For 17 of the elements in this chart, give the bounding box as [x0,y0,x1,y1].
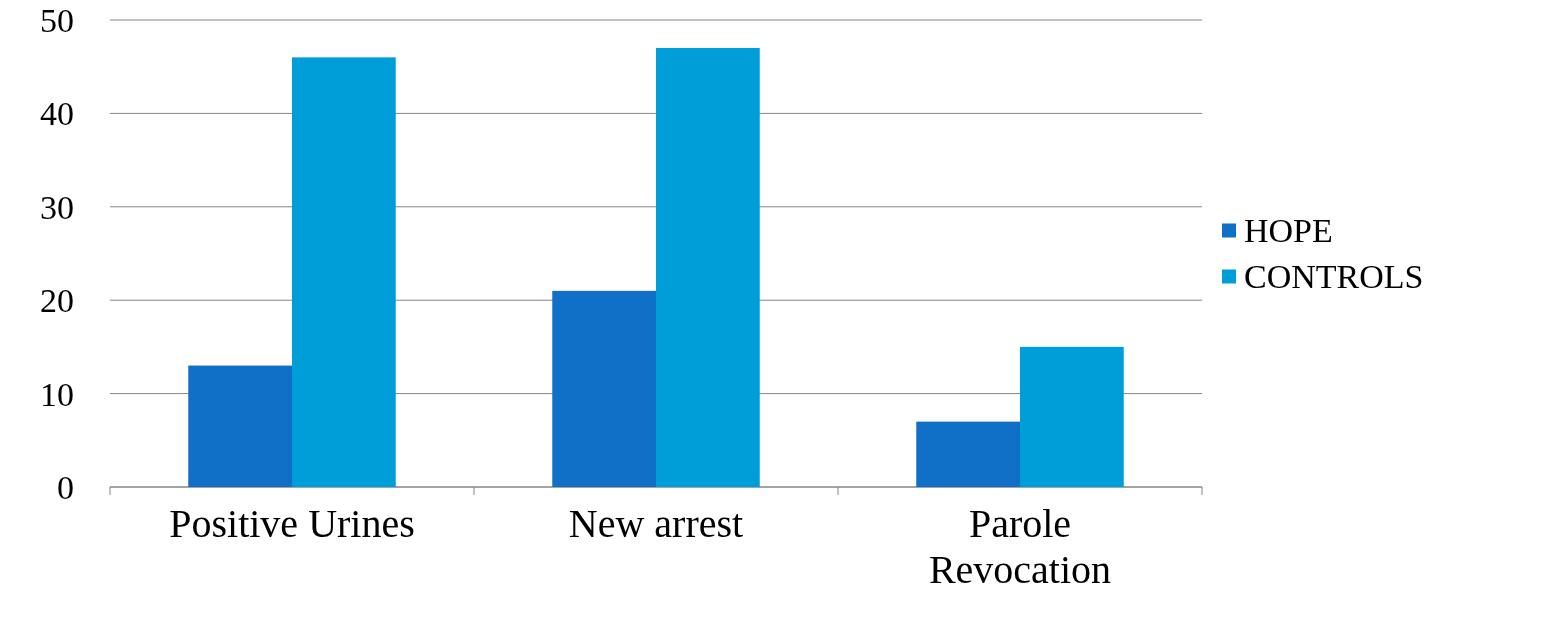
bar [188,365,292,487]
y-tick-label: 50 [40,1,74,39]
bar [552,290,656,487]
bar [656,48,760,487]
legend-label: HOPE [1244,212,1333,250]
y-tick-label: 40 [40,95,74,133]
y-tick-label: 30 [40,188,74,226]
x-tick-label: New arrest [568,501,744,546]
bar [1020,346,1124,487]
bar [292,57,396,487]
x-tick-label: Parole Revocation [928,501,1112,592]
y-tick-label: 10 [40,375,74,413]
x-tick-label: Positive Urines [169,501,415,546]
y-tick-label: 20 [40,282,74,320]
legend-label: CONTROLS [1244,258,1424,296]
bar [916,421,1020,487]
y-tick-label: 0 [57,468,74,506]
